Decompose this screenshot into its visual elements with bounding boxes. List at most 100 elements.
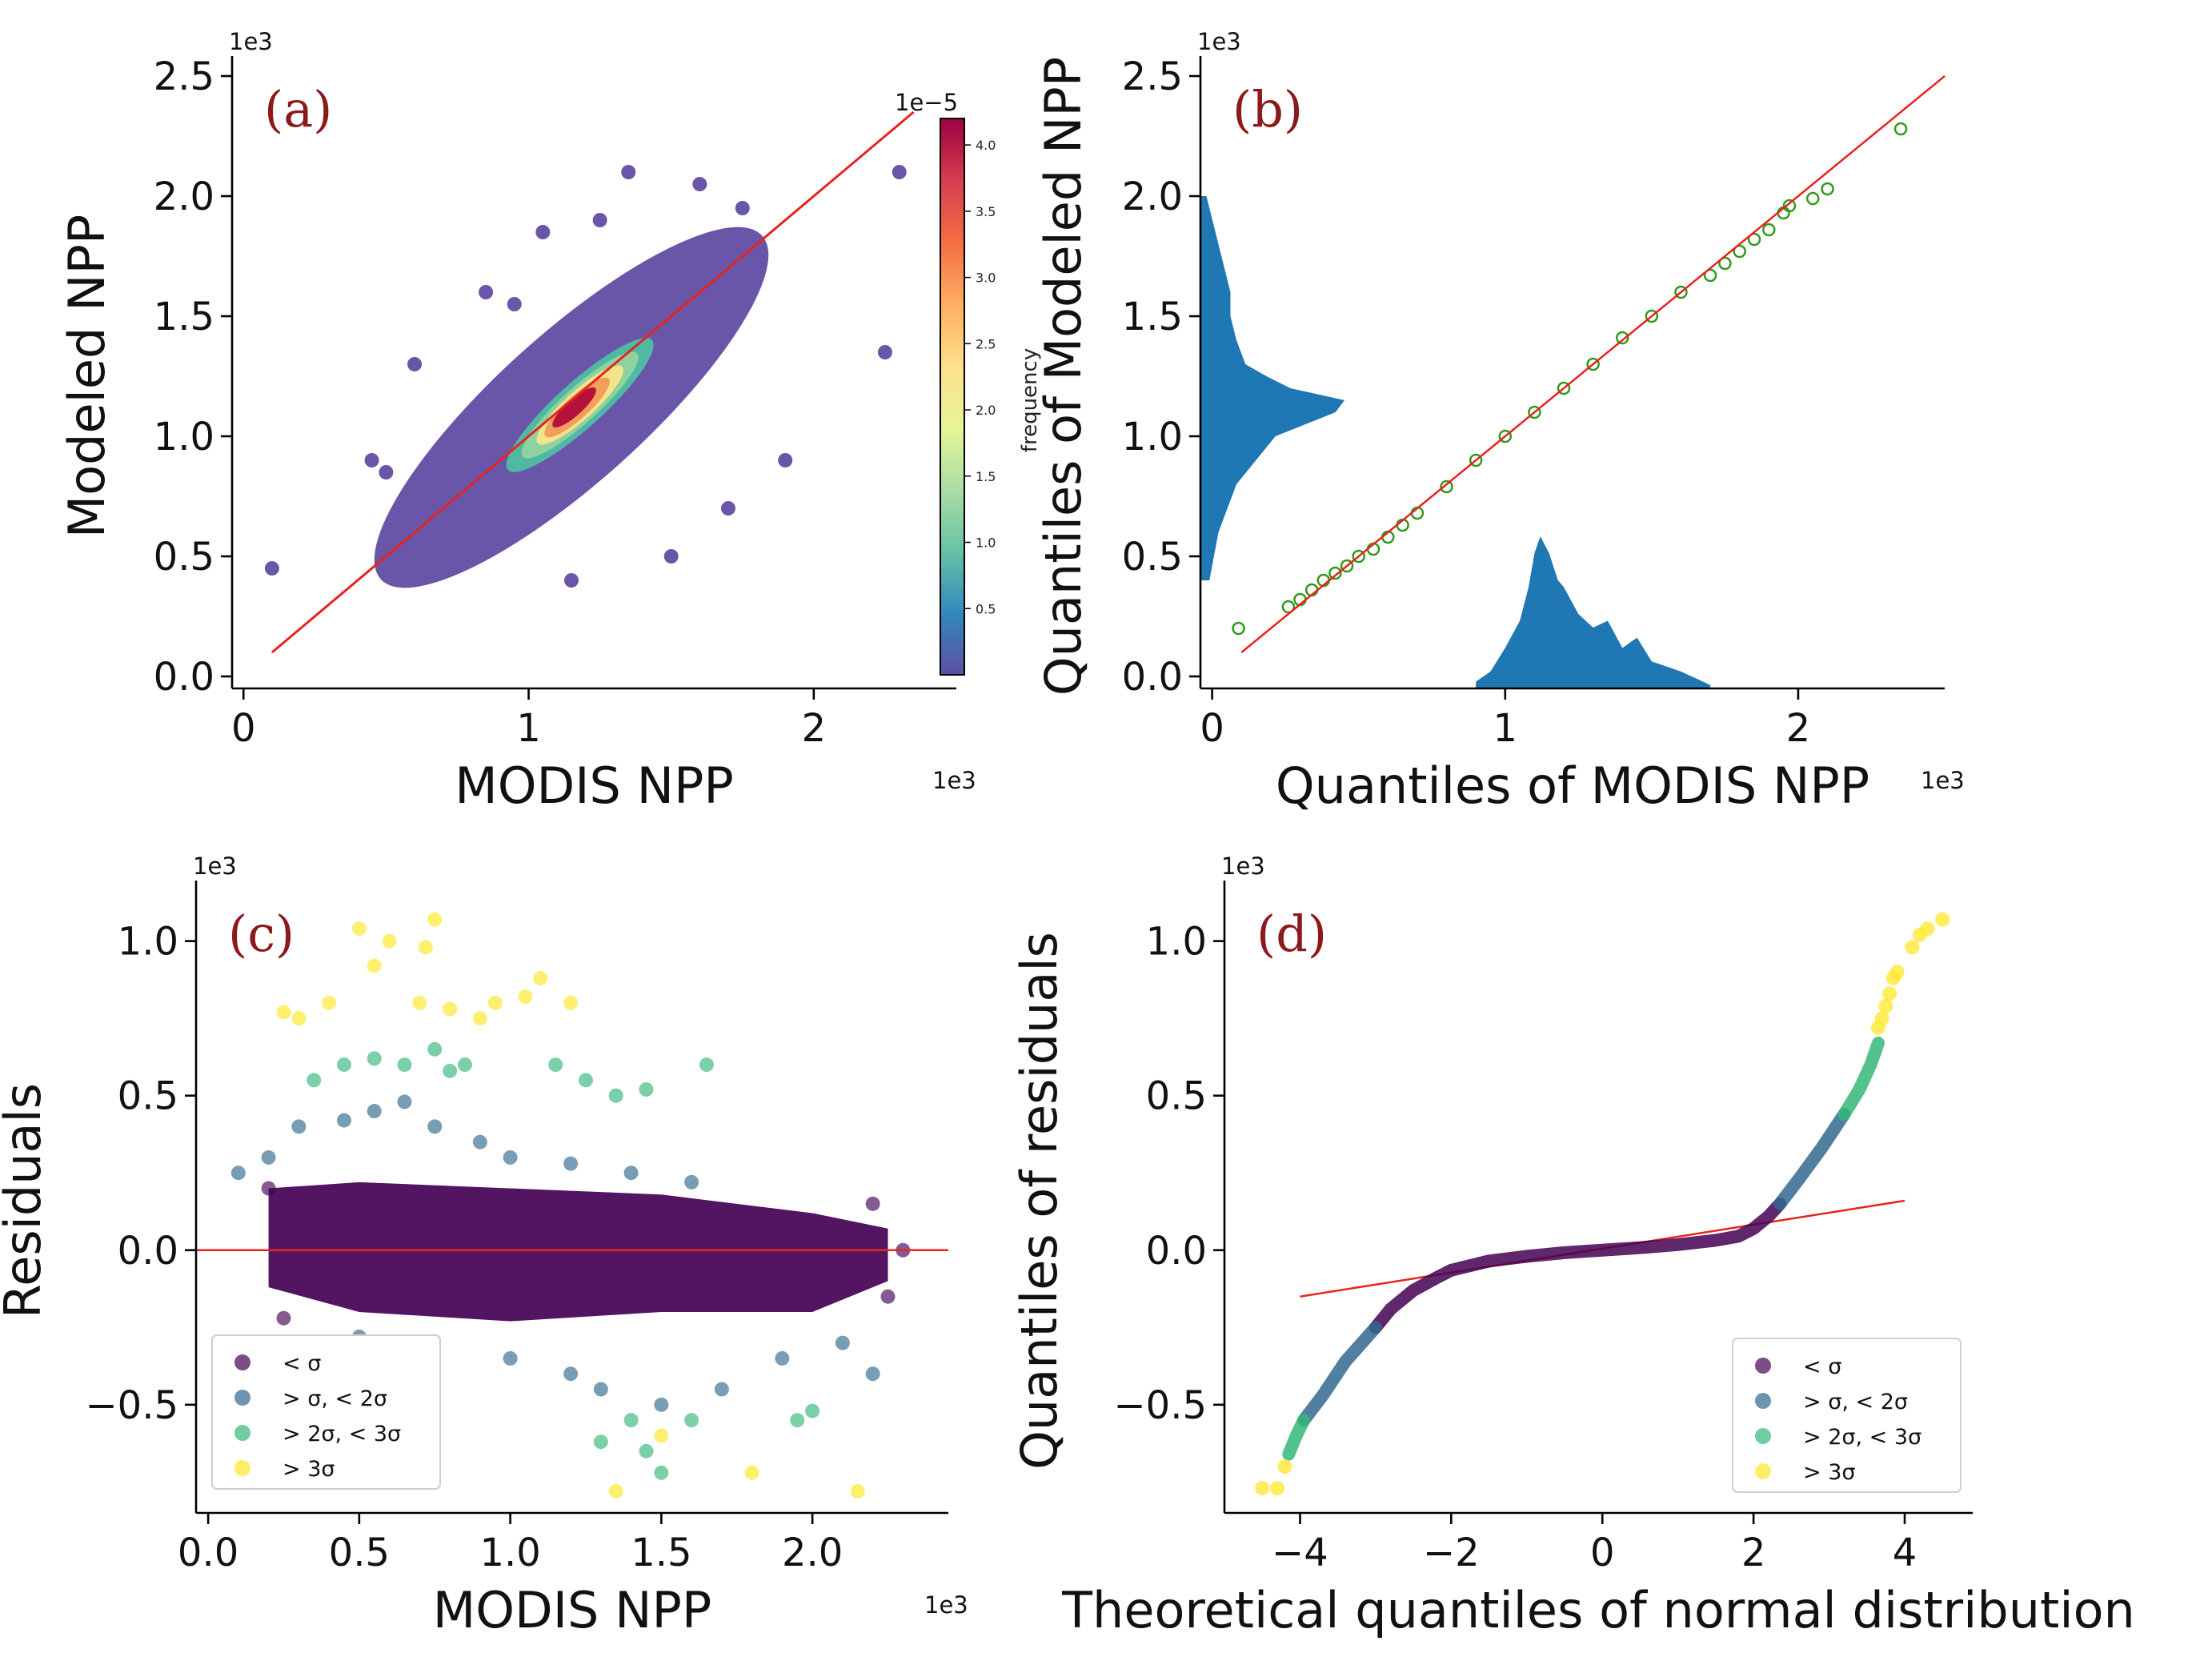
scatter-point [778, 453, 793, 467]
residual-band [268, 1182, 888, 1322]
qq-point [1762, 223, 1776, 237]
residual-point [608, 1088, 623, 1103]
residual-point [472, 1011, 487, 1026]
y-offset-label: 1e3 [229, 28, 273, 55]
panel-c: 0.0 0.5 1.0 1.5 2.0 −0.5 0.0 0.5 1.0 MODIS NPP Res… [0, 853, 968, 1639]
y-offset-label: 1e3 [1197, 28, 1241, 55]
residual-point [276, 1005, 291, 1020]
y-axis-label: Quantiles of residuals [1010, 932, 1068, 1470]
residual-point [472, 1134, 487, 1149]
residual-point [382, 933, 397, 949]
qq-point [1281, 600, 1296, 614]
x-tick-label: 1.5 [631, 1531, 691, 1575]
residual-point [397, 1057, 412, 1073]
x-tick-label: 1.0 [479, 1531, 540, 1575]
qq-point [1878, 998, 1893, 1013]
qq-point [1255, 1481, 1270, 1496]
y-tick-label: 1.0 [118, 920, 178, 965]
residual-point [276, 1310, 291, 1326]
residual-point [714, 1382, 729, 1397]
qq-point [1498, 429, 1513, 443]
reference-line [1240, 75, 1946, 653]
residual-point [548, 1057, 563, 1073]
histogram-x [1476, 536, 1711, 688]
residual-point [639, 1081, 654, 1097]
colorbar-offset-label: 1e−5 [895, 89, 958, 116]
qq-point [1805, 191, 1820, 206]
qq-point [1674, 285, 1688, 299]
colorbar-tick-label: 3.0 [976, 271, 996, 286]
one-to-one-line [270, 110, 915, 654]
qq-point [1328, 566, 1342, 580]
x-tick-label: 4 [1893, 1531, 1917, 1575]
colorbar-tick-label: 4.0 [976, 138, 996, 153]
legend-label: > σ, < 2σ [283, 1386, 387, 1411]
x-tick-label: 2 [802, 706, 827, 751]
x-offset-label: 1e3 [924, 1591, 968, 1619]
residual-point [790, 1413, 805, 1428]
residual-point [518, 989, 533, 1005]
x-axis-label: Theoretical quantiles of normal distribu… [1061, 1581, 2135, 1639]
y-tick-label: 0.0 [1122, 655, 1183, 700]
qq-point [1469, 453, 1483, 467]
qq-point [1703, 268, 1717, 283]
residual-point [412, 995, 427, 1010]
residual-point [322, 995, 337, 1010]
colorbar-tick-label: 1.5 [976, 469, 996, 484]
legend-marker [234, 1460, 250, 1476]
y-tick-label: 0.0 [154, 655, 214, 700]
y-offset-label: 1e3 [1221, 853, 1265, 880]
residual-point [397, 1094, 412, 1109]
panel-b: 0 1 2 0.0 0.5 1.0 1.5 2.0 2.5 Quantiles of MODIS … [1034, 28, 1965, 815]
x-tick-label: 1 [516, 706, 541, 751]
qq-point [1905, 940, 1920, 955]
qq-point [1718, 256, 1732, 271]
residual-point [623, 1166, 639, 1181]
qq-point [1733, 244, 1746, 259]
scatter-point [692, 177, 707, 191]
scatter-point [264, 561, 279, 576]
y-tick-label: 2.5 [1122, 54, 1183, 99]
qq-point [1747, 232, 1761, 247]
panel-label: (a) [264, 80, 332, 138]
legend-label: > 3σ [1803, 1460, 1856, 1485]
qq-point [1557, 381, 1571, 395]
residual-point [775, 1350, 790, 1366]
residual-point [307, 1073, 322, 1088]
y-tick-label: 2.0 [1122, 175, 1183, 219]
scatter-point [592, 213, 607, 227]
scatter-point [479, 285, 494, 299]
histogram-y [1200, 196, 1344, 580]
residual-point [805, 1403, 820, 1418]
residual-point [593, 1382, 608, 1397]
y-axis-label: Quantiles of Modeled NPP [1034, 57, 1092, 696]
qq-point [1352, 549, 1365, 564]
residual-point [880, 1289, 896, 1304]
x-tick-label: 2 [1741, 1531, 1766, 1575]
residual-point [291, 1119, 307, 1134]
x-axis-label: MODIS NPP [455, 756, 734, 815]
legend-label: > 2σ, < 3σ [1803, 1425, 1921, 1450]
residual-point [865, 1196, 880, 1211]
qq-point [1920, 921, 1935, 937]
panel-label: (c) [228, 905, 295, 963]
residual-point [487, 995, 503, 1010]
x-offset-label: 1e3 [932, 767, 976, 794]
qq-point [1528, 405, 1541, 419]
density-region [552, 387, 596, 427]
residual-point [699, 1057, 714, 1073]
legend-marker [234, 1354, 250, 1370]
scatter-point [621, 165, 636, 179]
x-tick-label: 0 [1590, 1531, 1615, 1575]
residual-point [427, 912, 443, 927]
legend-marker [1755, 1393, 1771, 1409]
residual-point [835, 1335, 850, 1350]
colorbar-tick-label: 3.5 [976, 204, 996, 219]
x-tick-label: 0.5 [329, 1531, 390, 1575]
scatter-point [563, 573, 579, 588]
qq-point [1615, 331, 1629, 345]
x-tick-label: 1 [1493, 706, 1518, 751]
residual-point [261, 1149, 276, 1165]
residual-point [593, 1434, 608, 1450]
